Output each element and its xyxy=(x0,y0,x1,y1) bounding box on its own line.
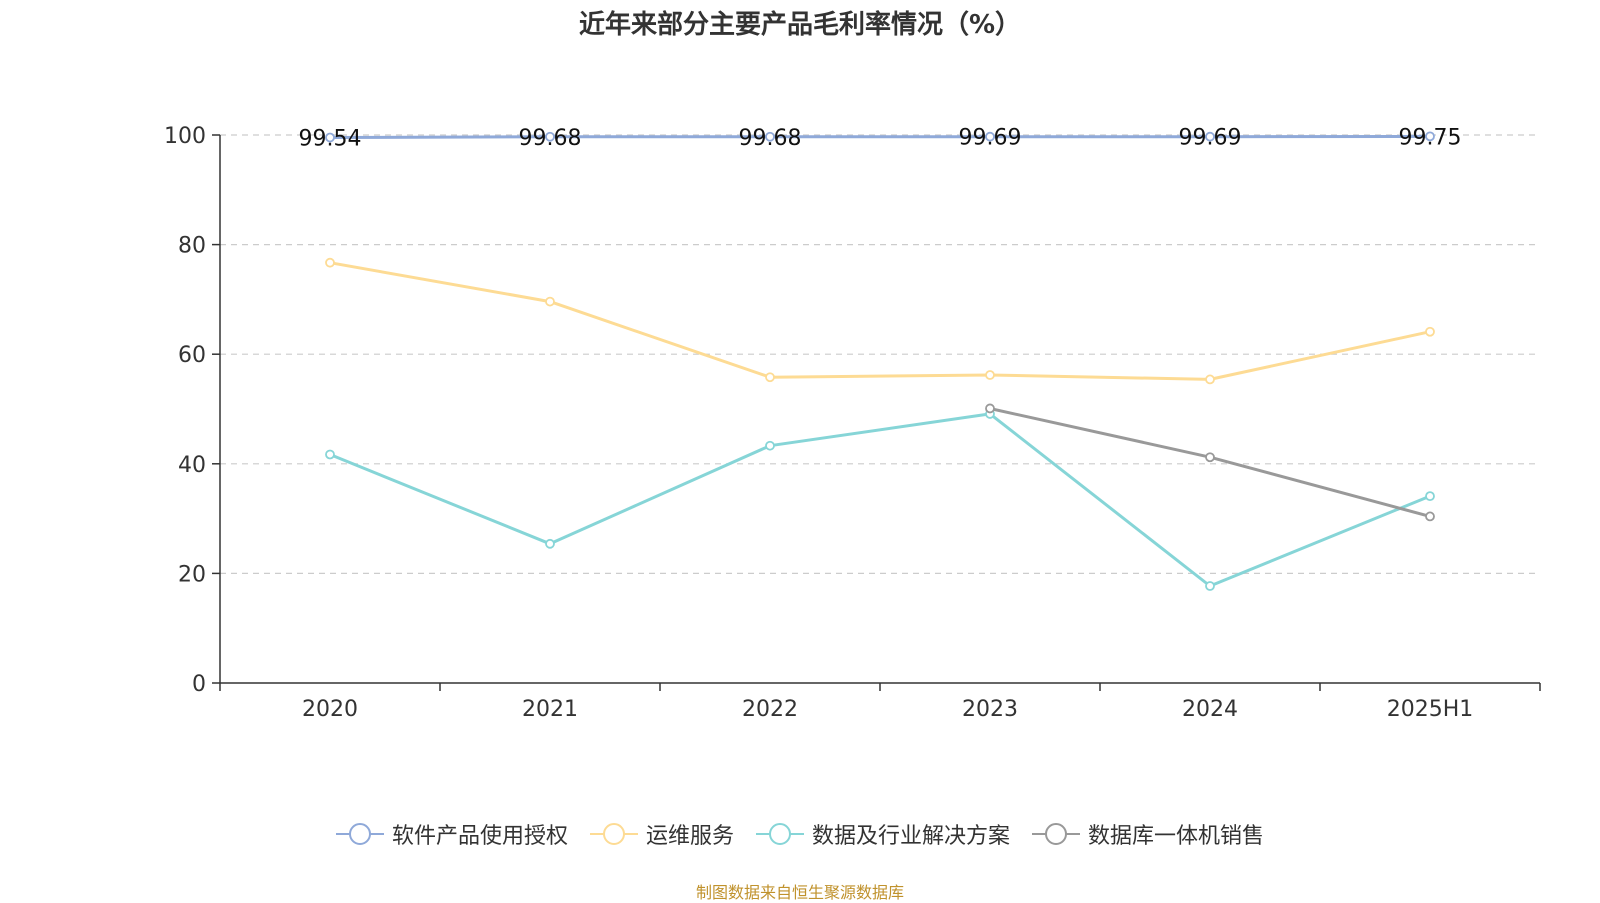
legend-label: 数据及行业解决方案 xyxy=(812,824,1011,849)
x-tick-label: 2025H1 xyxy=(1387,697,1474,722)
series-line-1 xyxy=(329,261,1431,381)
grid-layer xyxy=(220,134,1540,575)
data-label: 99.69 xyxy=(1179,126,1242,151)
y-tick-label: 60 xyxy=(178,343,206,368)
legend-swatch-icon xyxy=(756,823,804,845)
y-tick-label: 100 xyxy=(164,124,206,149)
data-point xyxy=(325,257,335,268)
legend-item[interactable]: 数据库一体机销售 xyxy=(1032,818,1264,850)
chart-title: 近年来部分主要产品毛利率情况（%） xyxy=(578,10,1022,40)
data-point xyxy=(1205,131,1215,142)
data-point xyxy=(1425,326,1435,337)
data-point xyxy=(545,296,555,307)
data-point xyxy=(765,131,775,142)
source-note: 制图数据来自恒生聚源数据库 xyxy=(695,883,904,902)
x-tick-label: 2024 xyxy=(1182,697,1238,722)
y-tick-label: 80 xyxy=(178,234,206,259)
axis-layer: 0 20 40 60 80 100 2020 2021 2022 2023 2024 2025H1 xyxy=(164,124,1541,722)
series-line-0 xyxy=(329,134,1431,139)
data-point xyxy=(1205,581,1215,591)
data-label: 99.68 xyxy=(519,126,582,151)
label-layer: 99.54 99.68 99.68 99.69 99.69 99.75 xyxy=(299,125,1462,151)
data-point xyxy=(985,370,995,380)
data-point xyxy=(325,132,335,143)
legend-swatch-icon xyxy=(589,823,638,845)
series-layer xyxy=(325,131,1435,591)
data-point xyxy=(1425,511,1435,522)
series-line-3 xyxy=(989,407,1431,518)
data-point xyxy=(1205,374,1215,385)
data-label: 99.68 xyxy=(739,126,802,151)
legend-label: 运维服务 xyxy=(645,824,734,849)
data-point xyxy=(985,131,995,142)
x-tick-label: 2023 xyxy=(962,697,1018,722)
legend-swatch-icon xyxy=(1032,823,1081,845)
data-point xyxy=(545,131,555,142)
legend-item[interactable]: 运维服务 xyxy=(589,818,734,850)
data-point xyxy=(765,440,775,451)
data-point xyxy=(1205,452,1215,463)
legend-item[interactable]: 软件产品使用授权 xyxy=(335,818,568,850)
legend-swatch-icon xyxy=(335,823,384,845)
legend-label: 数据库一体机销售 xyxy=(1088,824,1265,849)
y-tick-label: 0 xyxy=(192,672,206,697)
x-tick-label: 2020 xyxy=(302,697,358,722)
legend-label: 软件产品使用授权 xyxy=(391,824,568,849)
legend: 软件产品使用授权 运维服务 数据及行业解决方案 数据库一体机销售 xyxy=(0,818,1600,850)
x-tick-label: 2022 xyxy=(742,697,798,722)
y-tick-label: 20 xyxy=(178,562,206,587)
data-point xyxy=(1425,491,1435,502)
data-point xyxy=(325,449,335,460)
x-tick-label: 2021 xyxy=(522,697,578,722)
data-label: 99.69 xyxy=(959,126,1022,151)
data-label: 99.75 xyxy=(1399,125,1462,150)
series-line-2 xyxy=(329,412,1431,588)
legend-item[interactable]: 数据及行业解决方案 xyxy=(756,818,1010,850)
data-point xyxy=(765,372,775,383)
data-point xyxy=(1425,131,1435,142)
y-tick-label: 40 xyxy=(178,453,206,478)
data-point xyxy=(545,538,555,549)
data-point xyxy=(985,403,995,414)
data-label: 99.54 xyxy=(299,127,362,152)
